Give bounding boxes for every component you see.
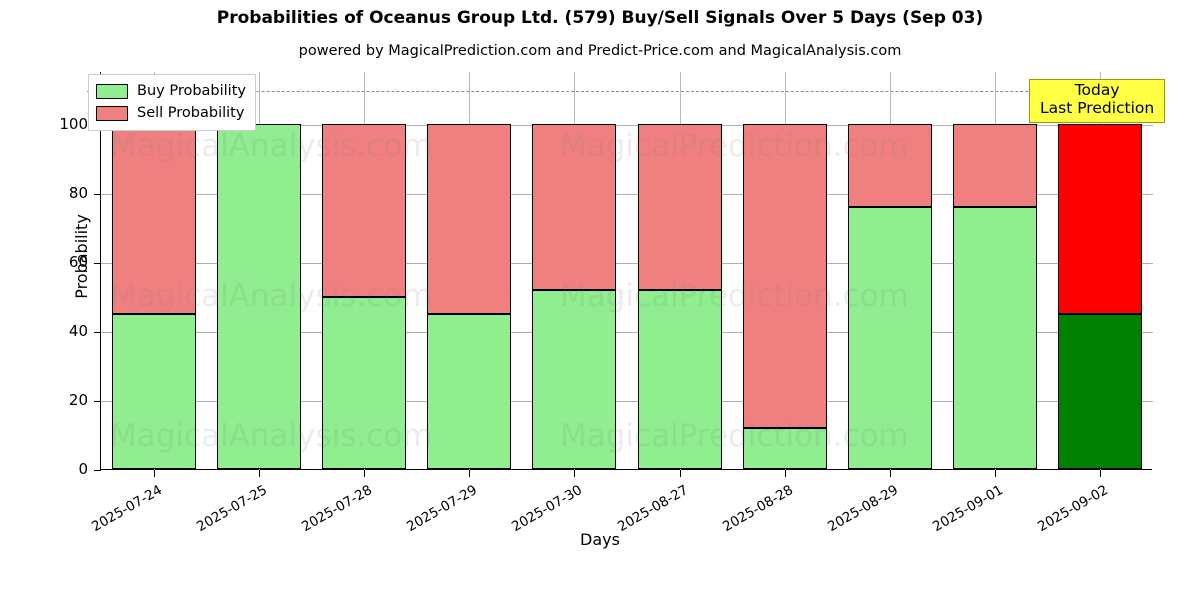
bar-segment-buy[interactable] [532, 289, 617, 469]
y-tick-label: 20 [68, 391, 88, 409]
bar-segment-sell-today[interactable] [1058, 124, 1143, 314]
bar-segment-sell[interactable] [111, 124, 196, 314]
y-tick-mark [94, 401, 101, 402]
x-tick-mark [258, 470, 260, 477]
bar-segment-sell[interactable] [637, 124, 722, 290]
bar-segment-sell[interactable] [532, 124, 617, 290]
chart-legend: Buy Probability Sell Probability [88, 74, 256, 131]
legend-label-sell: Sell Probability [137, 105, 245, 121]
bar-segment-buy[interactable] [321, 296, 407, 469]
bar-group[interactable] [1058, 71, 1143, 469]
legend-label-buy: Buy Probability [137, 83, 246, 99]
chart-title: Probabilities of Oceanus Group Ltd. (579… [216, 8, 984, 28]
y-gridline [101, 125, 1153, 126]
x-tick-mark [679, 470, 681, 477]
bar-group[interactable] [742, 71, 827, 469]
bar-group[interactable] [216, 71, 301, 469]
bar-segment-buy[interactable] [216, 124, 301, 469]
bar-segment-sell[interactable] [953, 124, 1038, 207]
y-gridline [101, 332, 1153, 333]
x-tick-mark [1100, 470, 1102, 477]
bar-segment-buy[interactable] [953, 206, 1038, 469]
x-tick-mark [890, 470, 891, 477]
bar-segment-buy[interactable] [742, 427, 827, 469]
chart-subtitle: powered by MagicalPrediction.com and Pre… [298, 43, 902, 59]
bar-segment-buy-today[interactable] [1058, 313, 1143, 469]
x-axis-label: Days [580, 530, 620, 549]
legend-item-sell[interactable]: Sell Probability [96, 102, 246, 124]
y-tick-label: 80 [68, 184, 88, 202]
y-tick-label: 40 [68, 322, 88, 340]
bar-segment-sell[interactable] [321, 124, 407, 297]
y-tick-mark [94, 332, 101, 333]
bar-group[interactable] [637, 71, 722, 469]
bar-group[interactable] [953, 71, 1038, 469]
today-annotation-line2: Last Prediction [1040, 98, 1155, 117]
y-gridline [101, 194, 1153, 195]
bar-segment-buy[interactable] [637, 289, 722, 469]
bar-segment-sell[interactable] [847, 124, 933, 207]
today-annotation-line1: Today [1074, 81, 1120, 99]
bar-group[interactable] [532, 71, 617, 469]
x-tick-mark [995, 470, 997, 477]
bar-segment-buy[interactable] [111, 313, 196, 469]
legend-item-buy[interactable]: Buy Probability [96, 80, 246, 102]
x-tick-mark [784, 470, 786, 477]
bar-group[interactable] [111, 71, 196, 469]
bar-group[interactable] [427, 71, 512, 469]
x-tick-mark [574, 470, 576, 477]
threshold-line [87, 90, 1153, 92]
y-gridline [101, 401, 1153, 402]
x-tick-mark [153, 470, 155, 477]
bar-group[interactable] [847, 71, 933, 469]
y-tick-mark [94, 194, 101, 195]
legend-swatch-buy-icon [96, 83, 128, 99]
y-tick-label: 0 [78, 460, 88, 478]
bar-group[interactable] [321, 71, 407, 469]
bar-segment-buy[interactable] [847, 206, 933, 469]
bar-segment-buy[interactable] [427, 313, 512, 469]
legend-swatch-sell-icon [96, 105, 128, 121]
x-tick-mark [469, 470, 471, 477]
y-tick-mark [94, 470, 101, 471]
bar-segment-sell[interactable] [427, 124, 512, 314]
x-tick-mark [364, 470, 365, 477]
today-annotation: Today Last Prediction [1029, 79, 1166, 123]
y-tick-label: 100 [59, 115, 88, 133]
y-tick-label: 60 [68, 253, 88, 271]
bar-segment-sell[interactable] [742, 124, 827, 428]
y-tick-mark [94, 263, 101, 264]
y-gridline [101, 263, 1153, 264]
plot-area: Probability [72, 71, 1153, 477]
